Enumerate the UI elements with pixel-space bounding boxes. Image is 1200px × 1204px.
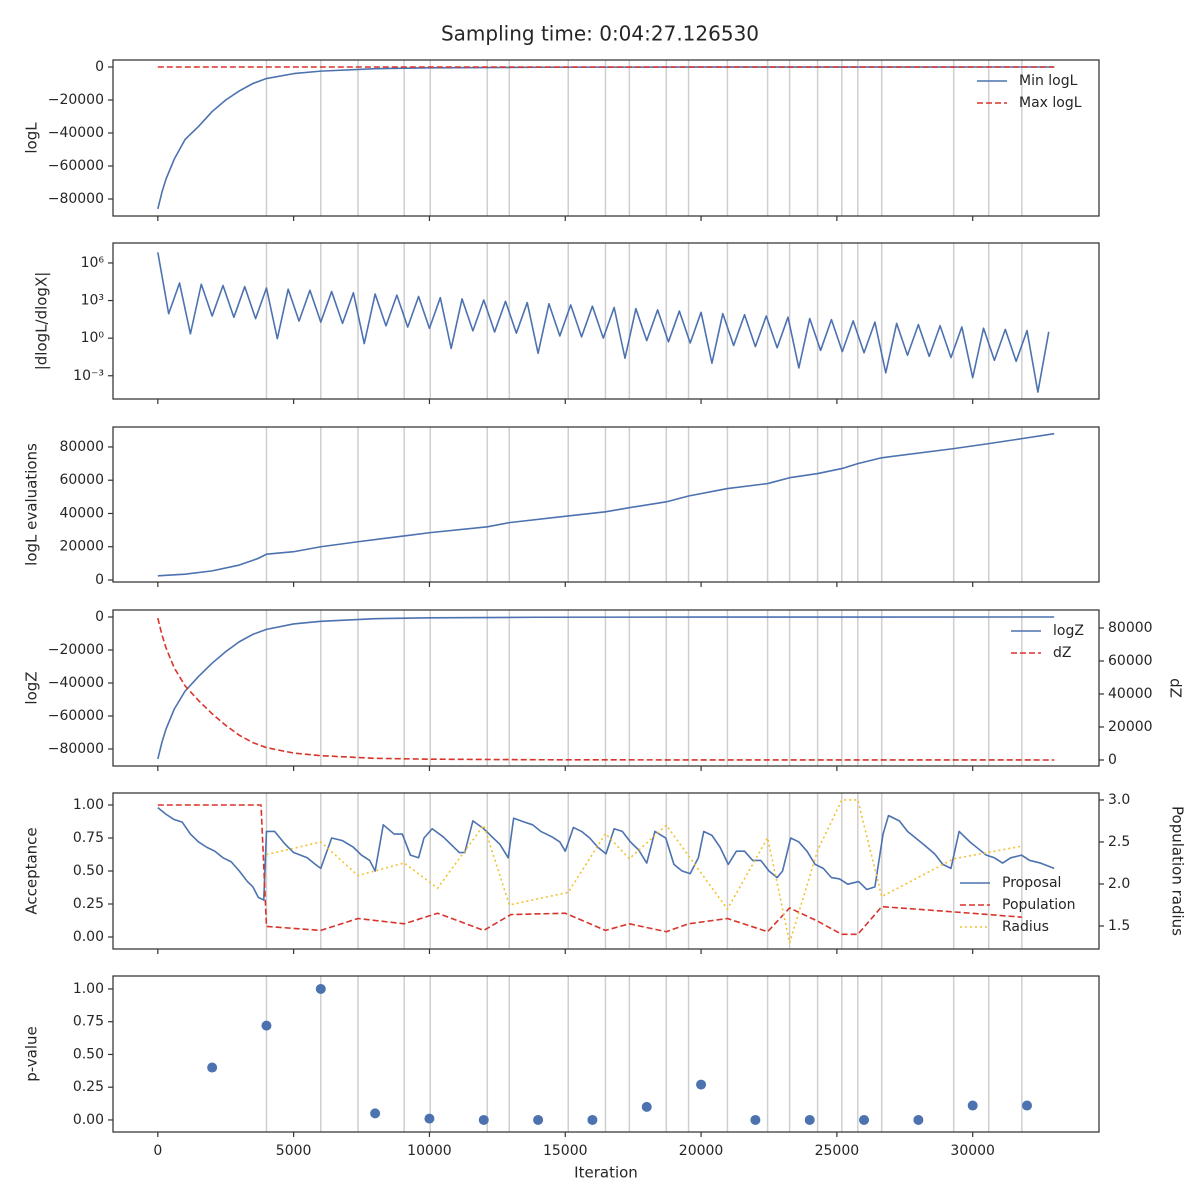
y-axis-label: p-value — [23, 1026, 41, 1082]
y-axis-label: Acceptance — [23, 827, 41, 914]
legend-label: dZ — [1053, 645, 1071, 661]
y-tick-label: 2.0 — [1108, 876, 1130, 892]
series-line — [157, 252, 1050, 393]
axes-frame — [112, 609, 1100, 767]
legend-label: Radius — [1002, 919, 1049, 935]
y-axis-label: logL evaluations — [23, 443, 41, 566]
y2-axis-label: dZ — [1167, 678, 1185, 698]
y-tick-label: 0.25 — [73, 896, 104, 912]
point — [859, 1114, 870, 1125]
y-tick-label: 1.00 — [73, 981, 104, 997]
point — [587, 1114, 598, 1125]
series-line — [157, 616, 1055, 760]
y-tick-label: 1.5 — [1108, 918, 1130, 934]
series-line — [157, 617, 1055, 761]
y-tick-label: −40000 — [48, 675, 104, 691]
y-tick-label: 0.75 — [73, 1014, 104, 1030]
y-tick-label: 0 — [1108, 752, 1117, 768]
y-tick-label: 10³ — [81, 293, 104, 309]
point — [750, 1114, 761, 1125]
y-tick-label: 0.75 — [73, 830, 104, 846]
legend-label: Max logL — [1019, 95, 1082, 111]
y-tick-label: 40000 — [59, 505, 104, 521]
y-tick-label: 0.00 — [73, 929, 104, 945]
axes-frame — [112, 242, 1100, 400]
y-tick-label: 0 — [95, 572, 104, 588]
y-tick-label: 0.00 — [73, 1112, 104, 1128]
y-axis-label: logL — [23, 122, 41, 154]
y-tick-label: 20000 — [59, 539, 104, 555]
y-axis-label: logZ — [23, 671, 41, 704]
y-tick-label: 20000 — [1108, 719, 1153, 735]
legend-label: logZ — [1053, 623, 1084, 639]
y-tick-label: 0 — [95, 59, 104, 75]
y-tick-label: −20000 — [48, 642, 104, 658]
series-line — [157, 804, 1022, 936]
y-tick-label: 80000 — [1108, 620, 1153, 636]
y-tick-label: 0.25 — [73, 1079, 104, 1095]
series-line — [266, 799, 1023, 944]
y-tick-label: 80000 — [59, 439, 104, 455]
axes-frame — [112, 792, 1100, 950]
point — [696, 1079, 707, 1090]
x-tick-label: 10000 — [407, 1143, 452, 1159]
point — [804, 1114, 815, 1125]
y2-axis-label: Population radius — [1169, 806, 1187, 936]
axes-frame — [112, 975, 1100, 1133]
y-tick-label: 2.5 — [1108, 834, 1130, 850]
y-tick-label: −60000 — [48, 708, 104, 724]
y-tick-label: 0.50 — [73, 1046, 104, 1062]
series-line — [157, 807, 1055, 901]
point — [370, 1108, 381, 1119]
series-line — [157, 432, 1055, 577]
point — [315, 983, 326, 994]
x-tick-label: 15000 — [543, 1143, 588, 1159]
y-tick-label: 0.50 — [73, 863, 104, 879]
y-axis-label: |dlogL/dlogX| — [33, 272, 51, 371]
y-tick-label: −40000 — [48, 125, 104, 141]
y-tick-label: 1.00 — [73, 797, 104, 813]
point — [424, 1113, 435, 1124]
y-tick-label: −20000 — [48, 92, 104, 108]
x-tick-label: 0 — [153, 1143, 162, 1159]
x-axis-label: Iteration — [574, 1164, 638, 1182]
y-tick-label: 10⁰ — [81, 330, 105, 346]
point — [207, 1062, 218, 1073]
y-tick-label: 0 — [95, 609, 104, 625]
point — [913, 1114, 924, 1125]
point — [261, 1020, 272, 1031]
axes-frame — [112, 426, 1100, 583]
legend-label: Min logL — [1019, 73, 1078, 89]
point — [533, 1114, 544, 1125]
y-tick-label: 60000 — [59, 472, 104, 488]
y-tick-label: −80000 — [48, 741, 104, 757]
y-tick-label: −80000 — [48, 191, 104, 207]
axes-frame — [112, 59, 1100, 217]
y-tick-label: 40000 — [1108, 686, 1153, 702]
y-tick-label: 10⁻³ — [73, 368, 104, 384]
point — [641, 1101, 652, 1112]
y-tick-label: −60000 — [48, 158, 104, 174]
legend-label: Proposal — [1002, 875, 1061, 891]
y-tick-label: 10⁶ — [81, 255, 105, 271]
x-tick-label: 20000 — [679, 1143, 724, 1159]
point — [967, 1100, 978, 1111]
legend-label: Population — [1002, 897, 1076, 913]
figure-title: Sampling time: 0:04:27.126530 — [441, 22, 759, 46]
x-tick-label: 25000 — [815, 1143, 860, 1159]
y-tick-label: 60000 — [1108, 653, 1153, 669]
point — [478, 1114, 489, 1125]
x-tick-label: 5000 — [276, 1143, 312, 1159]
point — [1022, 1100, 1033, 1111]
y-tick-label: 3.0 — [1108, 792, 1130, 808]
x-tick-label: 30000 — [950, 1143, 995, 1159]
